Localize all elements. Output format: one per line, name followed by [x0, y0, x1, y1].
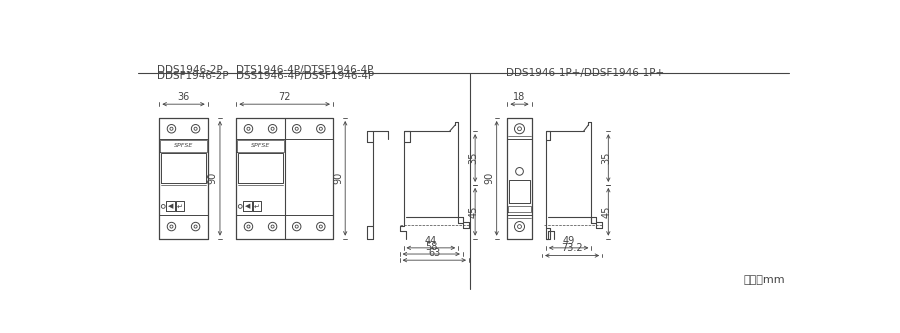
Text: 90: 90	[208, 172, 218, 184]
Text: DSS1946-4P/DSSF1946-4P: DSS1946-4P/DSSF1946-4P	[237, 71, 374, 81]
Text: ◀: ◀	[168, 203, 174, 209]
Text: 35: 35	[468, 152, 478, 164]
Text: 49: 49	[562, 235, 575, 245]
Text: DDS1946-1P+/DDSF1946-1P+: DDS1946-1P+/DDSF1946-1P+	[506, 68, 664, 78]
Text: 44: 44	[425, 235, 437, 245]
Text: DTS1946-4P/DTSF1946-4P: DTS1946-4P/DTSF1946-4P	[237, 65, 374, 75]
Text: 90: 90	[333, 172, 343, 184]
Text: ↵: ↵	[177, 203, 183, 209]
Text: 45: 45	[468, 205, 478, 218]
Text: 36: 36	[177, 92, 190, 102]
Text: 73.2: 73.2	[562, 243, 583, 253]
Text: ↵: ↵	[254, 203, 260, 209]
Text: 58: 58	[425, 242, 437, 252]
Text: 72: 72	[278, 92, 291, 102]
Text: 18: 18	[513, 92, 526, 102]
Text: 90: 90	[484, 172, 494, 184]
Text: SPFSE: SPFSE	[251, 143, 270, 148]
Text: 单位：mm: 单位：mm	[743, 275, 785, 285]
Text: 35: 35	[601, 152, 611, 164]
Text: DDSF1946-2P: DDSF1946-2P	[158, 71, 229, 81]
Text: ◀: ◀	[245, 203, 250, 209]
Text: DDS1946-2P: DDS1946-2P	[158, 65, 223, 75]
Text: SPFSE: SPFSE	[174, 143, 194, 148]
Text: 63: 63	[428, 248, 440, 258]
Text: 45: 45	[601, 205, 611, 218]
